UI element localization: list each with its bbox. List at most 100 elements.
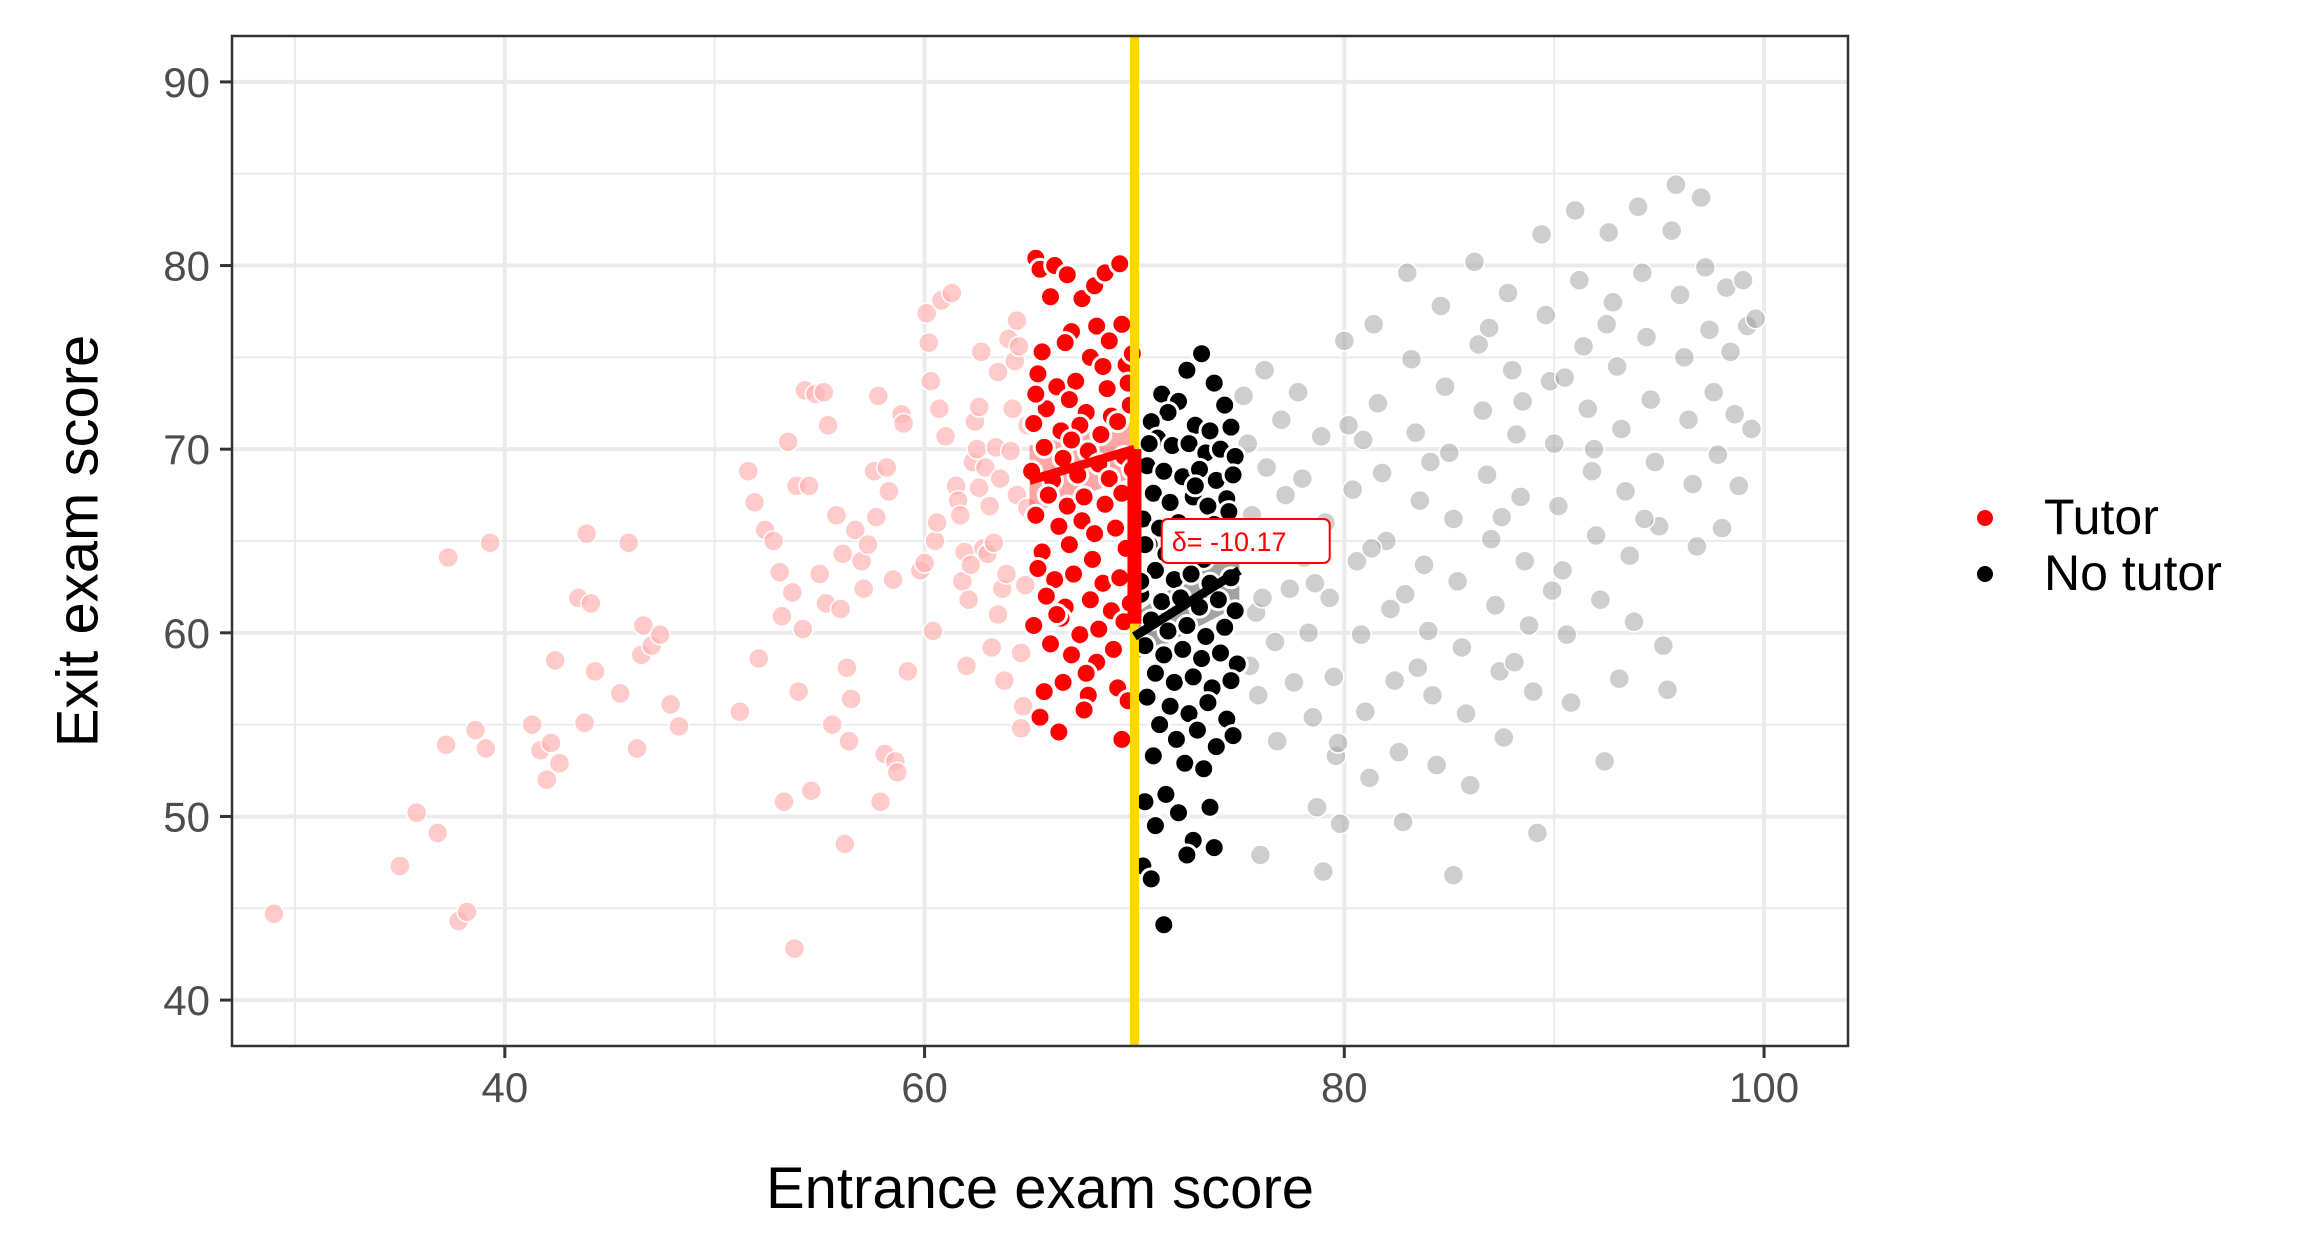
point-no-tutor-faded <box>1249 844 1272 866</box>
y-axis-title: Exit exam score <box>45 335 110 748</box>
point-no-tutor-faded <box>1669 284 1691 306</box>
faded-points <box>263 173 1767 960</box>
point-tutor-faded <box>897 660 919 683</box>
point-no-tutor-faded <box>1310 425 1332 448</box>
point-no-tutor <box>1223 599 1247 623</box>
point-no-tutor <box>1198 795 1222 819</box>
point-tutor-faded <box>609 682 632 705</box>
point-no-tutor-faded <box>1711 517 1733 539</box>
near-points <box>1020 246 1249 937</box>
point-no-tutor-faded <box>1690 186 1712 209</box>
point-tutor <box>1047 514 1071 538</box>
point-no-tutor-faded <box>1371 462 1393 484</box>
point-tutor-faded <box>934 425 957 448</box>
point-no-tutor-faded <box>1413 554 1435 576</box>
y-tick-label: 60 <box>163 610 210 657</box>
point-tutor-faded <box>817 414 839 437</box>
point-tutor-faded <box>980 636 1003 659</box>
point-no-tutor-faded <box>1553 366 1576 389</box>
point-no-tutor <box>1164 727 1188 751</box>
point-tutor-faded <box>970 341 992 363</box>
point-tutor <box>1097 329 1121 353</box>
point-no-tutor-faded <box>1572 335 1595 358</box>
point-tutor <box>1078 588 1102 612</box>
point-tutor <box>1087 617 1111 641</box>
point-no-tutor-faded <box>1341 478 1364 501</box>
point-no-tutor <box>1150 590 1174 614</box>
point-no-tutor <box>1158 694 1182 718</box>
point-tutor-faded <box>924 530 946 552</box>
point-tutor-faded <box>792 618 814 640</box>
regression-line-tutor <box>1028 444 1136 485</box>
point-no-tutor-faded <box>1639 388 1662 411</box>
point-tutor-faded <box>957 589 980 611</box>
point-no-tutor-faded <box>1707 443 1729 466</box>
point-no-tutor-faded <box>1673 346 1696 369</box>
point-tutor <box>1072 485 1096 509</box>
point-no-tutor <box>1219 415 1243 439</box>
point-tutor <box>1024 382 1048 406</box>
point-tutor-faded <box>865 506 888 528</box>
point-tutor-faded <box>798 475 820 497</box>
point-no-tutor-faded <box>1652 634 1675 657</box>
point-tutor-faded <box>475 737 497 760</box>
point-no-tutor-faded <box>1597 221 1620 244</box>
point-no-tutor-faded <box>1694 256 1717 279</box>
legend-label-tutor: Tutor <box>2044 489 2159 545</box>
y-tick-label: 90 <box>163 59 210 106</box>
point-no-tutor-faded <box>1602 291 1624 314</box>
point-no-tutor <box>1192 757 1216 781</box>
point-no-tutor <box>1190 342 1214 366</box>
point-no-tutor-faded <box>1728 475 1750 497</box>
point-no-tutor <box>1221 724 1245 748</box>
point-no-tutor-faded <box>1623 611 1645 633</box>
point-no-tutor-faded <box>1383 669 1406 692</box>
point-tutor-faded <box>584 660 606 683</box>
point-no-tutor-faded <box>1419 451 1442 473</box>
point-tutor <box>1026 557 1050 581</box>
point-tutor-faded <box>857 533 879 556</box>
point-no-tutor-faded <box>1297 622 1320 644</box>
point-tutor-faded <box>649 623 671 646</box>
point-tutor <box>1038 632 1062 656</box>
point-no-tutor <box>1183 474 1207 498</box>
point-no-tutor <box>1139 867 1163 891</box>
legend: Tutor No tutor <box>1977 489 2222 601</box>
point-tutor-faded <box>829 598 852 620</box>
point-tutor-faded <box>886 761 909 784</box>
point-no-tutor-faded <box>1644 451 1666 473</box>
point-no-tutor-faded <box>1392 811 1414 833</box>
point-no-tutor-faded <box>1323 666 1345 688</box>
point-no-tutor-faded <box>1451 636 1473 659</box>
point-no-tutor-faded <box>1635 326 1658 348</box>
point-no-tutor-faded <box>1425 754 1448 776</box>
point-tutor <box>1108 252 1132 276</box>
point-no-tutor-faded <box>1459 774 1481 796</box>
point-no-tutor-faded <box>1698 319 1721 341</box>
point-tutor-faded <box>435 734 457 756</box>
point-tutor-faded <box>831 543 854 565</box>
point-no-tutor-faded <box>1362 313 1385 336</box>
annotation-box <box>1160 518 1331 564</box>
point-tutor <box>1093 492 1117 516</box>
point-tutor <box>1045 602 1069 626</box>
point-tutor <box>1022 613 1046 637</box>
point-no-tutor-faded <box>1732 269 1754 291</box>
point-tutor <box>1022 411 1046 435</box>
point-no-tutor-faded <box>1409 489 1431 512</box>
point-no-tutor-faded <box>1270 409 1293 431</box>
point-no-tutor-faded <box>1744 308 1767 330</box>
point-no-tutor-faded <box>1467 333 1490 356</box>
point-no-tutor-faded <box>1472 399 1494 422</box>
y-tick-label: 70 <box>163 426 210 473</box>
point-no-tutor-faded <box>1421 684 1444 707</box>
legend-key-no-tutor <box>1977 566 1993 582</box>
point-tutor <box>1091 355 1115 379</box>
point-no-tutor-faded <box>1306 796 1328 819</box>
point-tutor-faded <box>1014 574 1037 596</box>
x-tick-label: 80 <box>1321 1064 1368 1111</box>
point-tutor-faded <box>263 903 285 925</box>
point-no-tutor <box>1158 490 1182 514</box>
point-tutor-faded <box>800 779 822 802</box>
point-no-tutor-faded <box>1350 623 1372 646</box>
